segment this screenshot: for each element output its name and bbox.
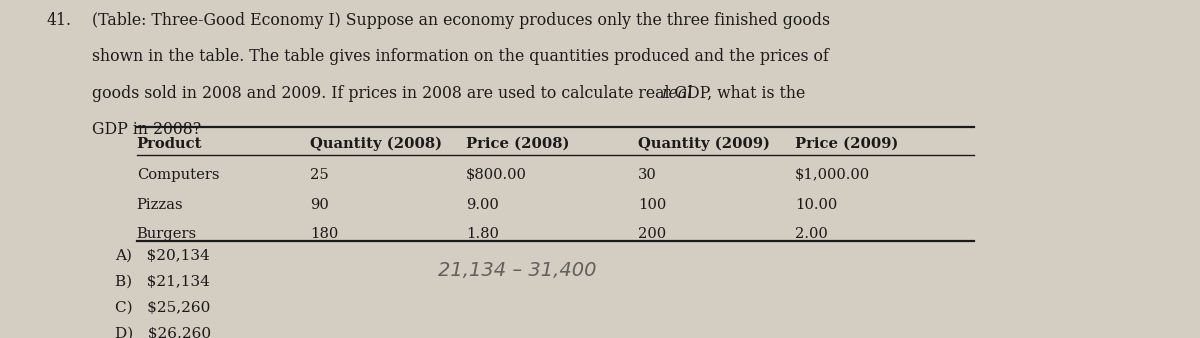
Text: 2.00: 2.00: [796, 227, 828, 241]
Text: 25: 25: [311, 168, 329, 182]
Text: $1,000.00: $1,000.00: [796, 168, 870, 182]
Text: 41.: 41.: [47, 11, 72, 29]
Text: Burgers: Burgers: [137, 227, 197, 241]
Text: 1.80: 1.80: [466, 227, 499, 241]
Text: A)   $20,134: A) $20,134: [115, 249, 210, 263]
Text: 90: 90: [311, 198, 329, 212]
Text: Price (2009): Price (2009): [796, 137, 899, 151]
Text: Quantity (2009): Quantity (2009): [638, 137, 770, 151]
Text: (Table: Three-Good Economy I) Suppose an economy produces only the three finishe: (Table: Three-Good Economy I) Suppose an…: [92, 11, 830, 29]
Text: 100: 100: [638, 198, 666, 212]
Text: shown in the table. The table gives information on the quantities produced and t: shown in the table. The table gives info…: [92, 48, 829, 65]
Text: 10.00: 10.00: [796, 198, 838, 212]
Text: 21,134 – 31,400: 21,134 – 31,400: [438, 261, 596, 280]
Text: 180: 180: [311, 227, 338, 241]
Text: Computers: Computers: [137, 168, 220, 182]
Text: C)   $25,260: C) $25,260: [115, 300, 210, 314]
Text: real: real: [662, 85, 694, 102]
Text: $800.00: $800.00: [466, 168, 527, 182]
Text: Quantity (2008): Quantity (2008): [311, 137, 443, 151]
Text: Product: Product: [137, 137, 202, 151]
Text: Price (2008): Price (2008): [466, 137, 569, 151]
Text: 9.00: 9.00: [466, 198, 499, 212]
Text: B)   $21,134: B) $21,134: [115, 274, 210, 289]
Text: Pizzas: Pizzas: [137, 198, 184, 212]
Text: 30: 30: [638, 168, 658, 182]
Text: GDP in 2008?: GDP in 2008?: [92, 121, 202, 139]
Text: D)   $26,260: D) $26,260: [115, 326, 211, 338]
Text: 200: 200: [638, 227, 666, 241]
Text: goods sold in 2008 and 2009. If prices in 2008 are used to calculate real GDP, w: goods sold in 2008 and 2009. If prices i…: [92, 85, 811, 102]
